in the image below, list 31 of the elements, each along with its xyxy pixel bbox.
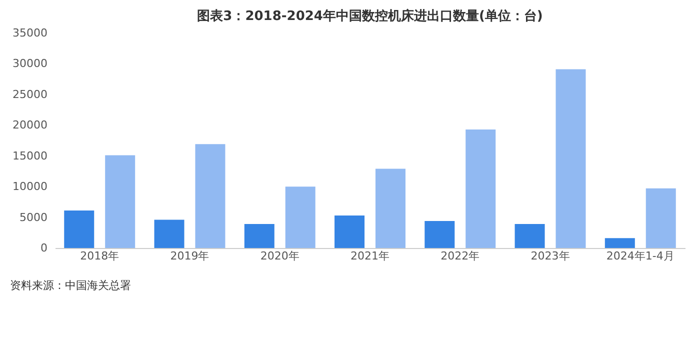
bar [424, 220, 455, 248]
y-tick-label: 35000 [12, 26, 48, 40]
y-tick-label: 10000 [12, 180, 48, 194]
bar [466, 129, 496, 248]
y-tick-label: 25000 [12, 88, 48, 101]
x-tick-label: 2018年 [80, 250, 120, 262]
x-tick-label: 2022年 [440, 250, 480, 262]
x-tick-label: 2021年 [350, 250, 390, 262]
y-tick-label: 15000 [12, 149, 48, 162]
bar [105, 155, 136, 248]
bar [64, 210, 94, 248]
bar [646, 188, 676, 248]
bar [285, 186, 316, 248]
bar [556, 69, 586, 248]
bar [244, 224, 274, 248]
text: 资料来源：中国海关总署 [10, 279, 131, 292]
bar [514, 224, 545, 248]
x-tick-label: 2023年 [530, 250, 570, 262]
y-tick-label: 0 [40, 242, 48, 254]
y-tick-label: 5000 [20, 210, 48, 224]
bar [195, 144, 226, 248]
x-tick-label: 2024年1-4月 [606, 250, 674, 262]
y-tick-label: 30000 [12, 57, 48, 70]
bar [604, 238, 635, 248]
y-tick-label: 20000 [12, 118, 48, 132]
bar [375, 168, 406, 248]
x-tick-label: 2019年 [170, 250, 210, 262]
x-tick-label: 2020年 [260, 250, 300, 262]
bar [334, 215, 365, 248]
chart-title: 图表3：2018-2024年中国数控机床进出口数量(单位：台) [197, 8, 543, 24]
bar [154, 220, 184, 248]
